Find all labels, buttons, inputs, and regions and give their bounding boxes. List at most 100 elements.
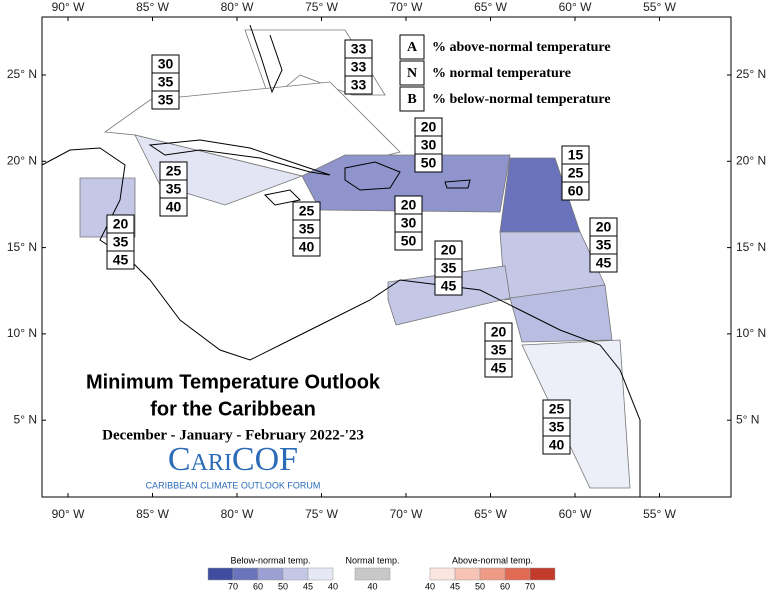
probability-cell [344, 75, 373, 95]
probability-cell [394, 231, 423, 251]
key-text: % below-normal temperature [432, 92, 611, 107]
key-letter-box [399, 34, 425, 60]
key-text: % normal temperature [432, 66, 571, 81]
longitude-label: 55° W [643, 507, 676, 521]
colorbar-swatch [504, 567, 531, 581]
probability-value: 45 [441, 278, 457, 294]
map-frame [41, 16, 732, 498]
probability-value: 25 [568, 165, 584, 181]
probability-value: 35 [158, 92, 174, 108]
colorbar-swatch [454, 567, 481, 581]
colorbar-swatch [207, 567, 234, 581]
probability-cell [106, 250, 135, 270]
probability-value: 33 [351, 77, 367, 93]
latitude-label: 10° N [736, 326, 766, 340]
latitude-label: 20° N [7, 153, 37, 167]
probability-cell [159, 197, 188, 217]
puerto-rico [444, 179, 471, 189]
letter-key: A % above-normal temperature N % normal tem… [399, 34, 611, 112]
outlook-regions [79, 29, 631, 489]
colorbar-swatch [257, 567, 284, 581]
probability-value: 20 [596, 219, 612, 235]
probability-value: 30 [401, 215, 417, 231]
probability-cell [434, 276, 463, 296]
latitude-label: 5° N [736, 412, 759, 426]
colorbar-label: 40 [425, 581, 435, 590]
logo-name: CariCOF [168, 441, 298, 478]
colorbar-legend: Below-normal temp. 70 60 50 45 40 Normal temp.… [207, 555, 556, 590]
longitude-label: 90° W [52, 507, 85, 521]
coastlines [41, 24, 641, 497]
probability-value: 20 [421, 119, 437, 135]
probability-value: 33 [351, 59, 367, 75]
latitude-label: 20° N [736, 153, 766, 167]
colorbar-label: 45 [303, 581, 313, 590]
probability-box: 20 35 45 [484, 322, 513, 378]
probability-value: 50 [401, 233, 417, 249]
title-block: Minimum Temperature Outlook for the Cari… [86, 371, 381, 490]
probability-value: 25 [166, 163, 182, 179]
probability-value: 45 [491, 360, 507, 376]
probability-value: 20 [491, 324, 507, 340]
colorbar-label: 70 [228, 581, 238, 590]
probability-value: 40 [299, 239, 315, 255]
probability-value: 35 [158, 74, 174, 90]
probability-box: 20 30 50 [414, 117, 443, 173]
probability-value: 45 [596, 255, 612, 271]
key-letter: N [407, 66, 417, 81]
longitude-label: 75° W [305, 507, 338, 521]
hispaniola [344, 161, 401, 191]
probability-value: 15 [568, 147, 584, 163]
longitude-label: 70° W [390, 0, 423, 14]
probability-value: 40 [549, 437, 565, 453]
colorbar-label: 45 [450, 581, 460, 590]
latitude-label: 15° N [736, 240, 766, 254]
probability-box: 25 35 40 [159, 161, 188, 217]
latitude-label: 5° N [14, 412, 37, 426]
logo-subtitle: CARIBBEAN CLIMATE OUTLOOK FORUM [146, 480, 321, 490]
region [509, 284, 613, 343]
colorbar-label: 60 [500, 581, 510, 590]
probability-box: 15 25 60 [561, 145, 590, 201]
jamaica [263, 189, 302, 206]
latitude-label: 25° N [736, 67, 766, 81]
probability-value: 50 [421, 155, 437, 171]
title-line: Minimum Temperature Outlook [86, 371, 381, 393]
probability-value: 25 [299, 203, 315, 219]
colorbar-label: 70 [525, 581, 535, 590]
probability-value: 35 [596, 237, 612, 253]
colorbar-title: Above-normal temp. [452, 555, 533, 565]
probability-value: 30 [158, 56, 174, 72]
longitude-label: 60° W [559, 0, 592, 14]
longitude-label: 80° W [221, 0, 254, 14]
probability-value: 20 [113, 216, 129, 232]
key-text: % above-normal temperature [432, 40, 611, 55]
longitude-label: 65° W [474, 507, 507, 521]
colorbar-swatch [307, 567, 334, 581]
probability-value: 40 [166, 199, 182, 215]
title-period: December - January - February 2022-'23 [102, 427, 364, 443]
probability-value: 35 [299, 221, 315, 237]
key-letter-box [399, 86, 425, 112]
map-labels: 90° W 90° W 85° W 85° W 80° W 80° W 75° W 75° W… [7, 0, 766, 521]
longitude-label: 70° W [390, 507, 423, 521]
title-line: for the Caribbean [150, 398, 316, 420]
probability-value: 20 [441, 242, 457, 258]
probability-cell [589, 253, 618, 273]
key-letter: A [407, 40, 418, 55]
colorbar-label: 60 [253, 581, 263, 590]
probability-cell [561, 181, 590, 201]
colorbar-title: Normal temp. [345, 555, 399, 565]
latitude-label: 10° N [7, 326, 37, 340]
colorbar-swatch [479, 567, 506, 581]
probability-box: 20 35 45 [434, 240, 463, 296]
colorbar-swatch [282, 567, 309, 581]
probability-box: 20 35 45 [106, 214, 135, 270]
probability-value: 30 [421, 137, 437, 153]
probability-value: 25 [549, 401, 565, 417]
mainland-coast [41, 147, 641, 497]
longitude-label: 75° W [305, 0, 338, 14]
latitude-label: 25° N [7, 67, 37, 81]
cuba [148, 139, 331, 176]
